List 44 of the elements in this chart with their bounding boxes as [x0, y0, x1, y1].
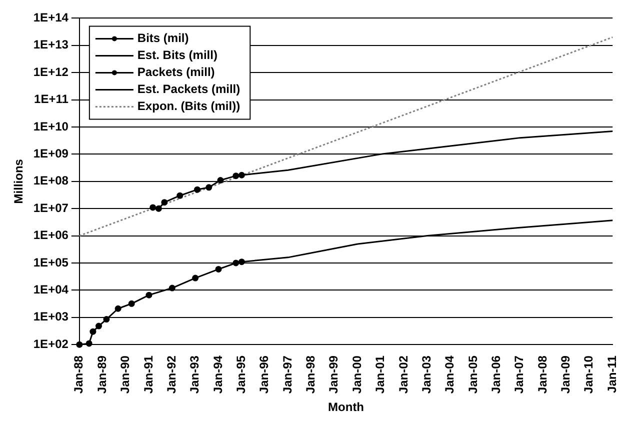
x-tick-label: Jan-89	[94, 355, 109, 394]
x-tick-label: Jan-93	[188, 355, 202, 394]
x-tick-label: Jan-04	[442, 355, 457, 394]
x-tick-label: Jan-06	[489, 355, 504, 394]
y-tick-label: 1E+03	[33, 310, 69, 324]
legend-label: Bits (mil)	[137, 31, 189, 46]
x-tick-label: Jan-09	[558, 355, 573, 394]
x-tick-label: Jan-11	[604, 355, 619, 393]
y-tick-label: 1E+11	[34, 92, 69, 106]
x-tick-label: Jan-03	[419, 355, 434, 394]
y-tick-label: 1E+05	[33, 255, 69, 270]
x-tick-label: Jan-90	[118, 355, 132, 394]
x-tick-label: Jan-02	[396, 355, 410, 394]
x-tick-label: Jan-99	[326, 355, 341, 394]
y-axis-title: Millions	[12, 158, 26, 204]
x-tick-label: Jan-95	[234, 355, 248, 394]
legend-label: Expon. (Bits (mil))	[137, 99, 240, 114]
x-tick-label: Jan-00	[350, 355, 364, 394]
y-tick-label: 1E+07	[33, 200, 69, 215]
x-tick-label: Jan-01	[373, 355, 388, 394]
x-tick-label: Jan-96	[257, 355, 272, 394]
y-tick-label: 1E+08	[33, 174, 69, 188]
y-tick-label: 1E+09	[33, 146, 69, 161]
y-tick-label: 1E+10	[33, 119, 69, 134]
y-tick-label: 1E+04	[33, 282, 69, 296]
legend-label: Est. Packets (mill)	[137, 82, 240, 96]
x-tick-label: Jan-08	[535, 355, 550, 394]
x-tick-label: Jan-05	[466, 355, 480, 394]
y-tick-label: 1E+02	[33, 336, 69, 351]
y-tick-label: 1E+14	[33, 10, 69, 25]
y-tick-label: 1E+12	[33, 64, 69, 79]
legend-label: Packets (mill)	[137, 65, 215, 80]
y-tick-label: 1E+13	[33, 38, 69, 52]
y-tick-label: 1E+06	[33, 228, 69, 242]
x-tick-label: Jan-94	[210, 355, 225, 394]
x-tick-label: Jan-91	[141, 355, 156, 394]
x-tick-label: Jan-10	[582, 355, 596, 394]
x-axis-title: Month	[328, 400, 364, 414]
x-tick-label: Jan-98	[304, 355, 318, 394]
legend-label: Est. Bits (mill)	[137, 48, 218, 62]
x-tick-label: Jan-07	[512, 355, 526, 394]
x-tick-label: Jan-97	[280, 355, 294, 394]
x-tick-label: Jan-88	[72, 355, 86, 394]
x-tick-label: Jan-92	[164, 355, 178, 394]
